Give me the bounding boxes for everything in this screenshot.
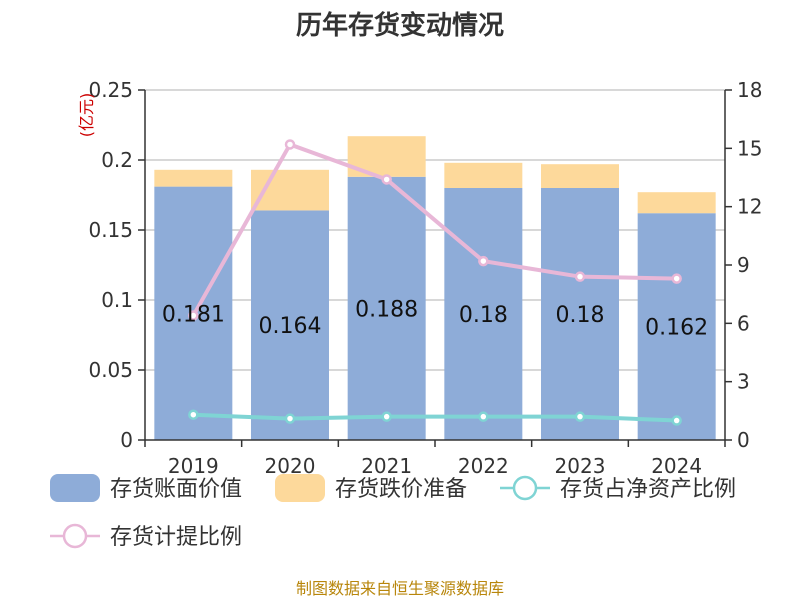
bar-value-label: 0.188 <box>355 297 418 322</box>
line-point <box>188 409 199 420</box>
line-point <box>188 310 199 321</box>
bar-value-label: 0.164 <box>259 314 322 339</box>
y-right-tick-label: 18 <box>737 78 762 102</box>
bar-book-value-2021 <box>347 176 426 441</box>
y-left-tick-label: 0.2 <box>101 148 133 172</box>
line-point <box>478 255 489 267</box>
bar-impairment-2022 <box>444 162 523 188</box>
bar-book-value-2023 <box>541 188 619 440</box>
line-point <box>381 411 392 422</box>
x-tick-label: 2019 <box>168 454 219 478</box>
y-left-tick-label: 0.15 <box>88 218 133 242</box>
y-right-tick-label: 0 <box>737 428 750 452</box>
y-left-tick-label: 0.1 <box>101 288 133 312</box>
bar-value-label: 0.162 <box>645 316 708 341</box>
bar-impairment-2024 <box>637 192 716 214</box>
line-series-0 <box>193 412 677 423</box>
legend-swatch <box>275 474 325 502</box>
line-series-1 <box>191 141 677 317</box>
legend-marker <box>62 523 88 549</box>
legend-swatch <box>50 474 100 502</box>
bar-book-value-2020 <box>251 210 329 440</box>
y-left-label: (亿元) <box>77 93 96 138</box>
line-point <box>671 415 682 426</box>
chart-title: 历年存货变动情况 <box>296 10 504 41</box>
legend-item: 存货账面价值 <box>50 474 242 502</box>
bar-book-value-2022 <box>444 188 523 440</box>
line-point <box>381 174 392 185</box>
x-tick-label: 2024 <box>651 454 702 478</box>
legend-label: 存货跌价准备 <box>335 477 467 502</box>
lines <box>188 139 682 426</box>
legend-label: 存货计提比例 <box>110 525 242 550</box>
source-note: 制图数据来自恒生聚源数据库 <box>296 579 504 598</box>
bars <box>154 136 716 441</box>
legend-label: 存货占净资产比例 <box>560 477 736 502</box>
y-right-tick-label: 12 <box>737 195 762 219</box>
y-right-tick-label: 6 <box>737 311 750 335</box>
bar-impairment-2023 <box>541 164 619 188</box>
bar-book-value-2024 <box>637 213 716 440</box>
legend-item: 存货计提比例 <box>50 523 242 550</box>
line-point <box>284 413 296 424</box>
bar-value-label: 0.18 <box>556 303 605 328</box>
x-tick-label: 2023 <box>555 454 606 478</box>
line-point <box>478 411 489 422</box>
bar-labels: 0.181 0.164 0.188 0.18 0.18 0.162 <box>162 297 708 340</box>
y-left-tick-label: 0.25 <box>88 78 133 102</box>
y-right-tick-label: 15 <box>737 136 762 160</box>
bar-value-label: 0.181 <box>162 302 225 327</box>
y-right-tick-label: 9 <box>737 253 750 277</box>
y-right-label: % <box>796 84 800 99</box>
line-point <box>671 273 682 284</box>
x-tick-label: 2021 <box>361 454 412 478</box>
y-left-tick-label: 0.05 <box>88 358 133 382</box>
x-tick-label: 2022 <box>458 454 509 478</box>
line-point <box>574 411 586 422</box>
y-left-tick-label: 0 <box>120 428 133 452</box>
line-point <box>284 139 296 150</box>
y-right-tick-label: 3 <box>737 370 750 394</box>
legend-marker <box>512 475 538 501</box>
legend-label: 存货账面价值 <box>110 477 242 502</box>
legend-item: 存货跌价准备 <box>275 474 467 502</box>
legend-item: 存货占净资产比例 <box>500 475 736 502</box>
bar-value-label: 0.18 <box>459 303 508 328</box>
line-point <box>574 271 586 282</box>
bar-impairment-2019 <box>154 169 233 187</box>
